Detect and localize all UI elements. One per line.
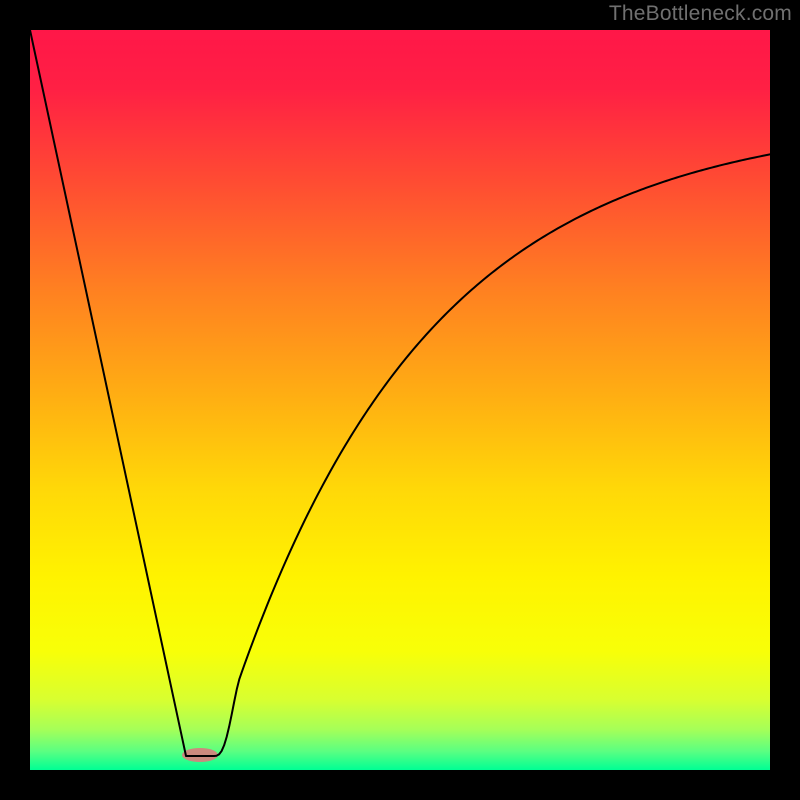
plot-background — [30, 30, 770, 770]
watermark-text: TheBottleneck.com — [609, 2, 792, 26]
chart-container: TheBottleneck.com — [0, 0, 800, 800]
bottleneck-chart — [0, 0, 800, 800]
